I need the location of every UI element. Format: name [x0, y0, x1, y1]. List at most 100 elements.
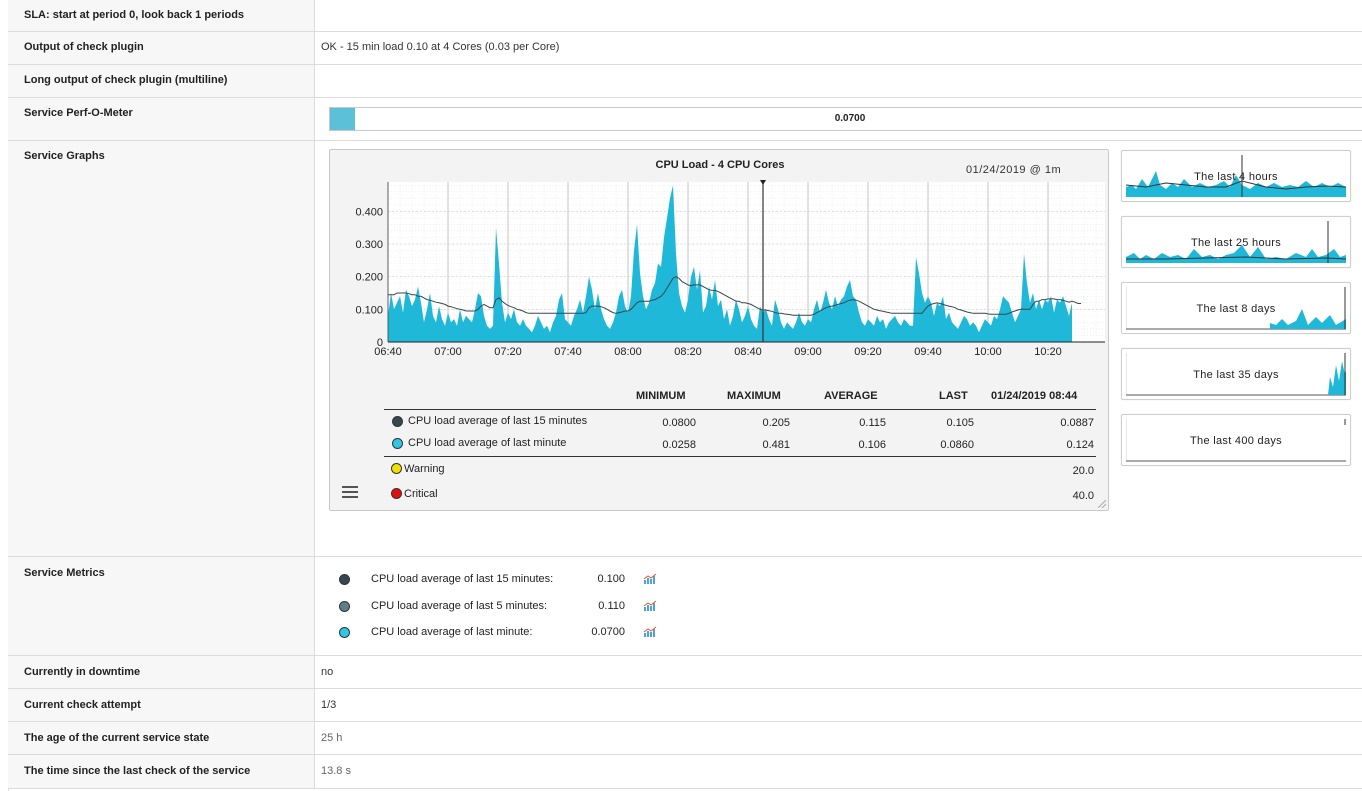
series-name: CPU load average of last minute [408, 437, 567, 449]
row-value-cell: no [314, 656, 1362, 688]
x-tick-label: 09:00 [794, 346, 822, 358]
y-tick-label: 0.300 [355, 239, 383, 251]
metric-name: CPU load average of last 5 minutes: [371, 600, 548, 612]
graph-icon[interactable] [643, 626, 657, 638]
row-value-cell: 13.8 s [314, 755, 1362, 788]
row-value-cell [314, 0, 1362, 31]
row-label: SLA: start at period 0, look back 1 peri… [24, 9, 245, 21]
row-perfometer: Service Perf-O-Meter 0.0700 [8, 98, 1362, 141]
thumbnail-last-25-hours[interactable]: The last 25 hours [1121, 216, 1351, 268]
legend-header-average: AVERAGE [824, 390, 878, 402]
graph-container[interactable]: CPU Load - 4 CPU Cores 01/24/2019 @ 1m 0… [329, 149, 1109, 511]
threshold-name: Warning [404, 463, 445, 475]
series-avg: 0.115 [859, 417, 886, 429]
legend-header-maximum: MAXIMUM [727, 390, 781, 402]
row-label: Current check attempt [24, 699, 141, 711]
row-value-cell: 1/3 [314, 689, 1362, 721]
graph-icon[interactable] [643, 600, 657, 612]
y-tick-label: 0 [377, 337, 383, 349]
thumbnail-mini-graph [1126, 419, 1346, 462]
row-check-attempt: Current check attempt 1/3 [8, 689, 1362, 722]
thumbnail-label: The last 8 days [1196, 303, 1276, 315]
row-value-cell: 25 h [314, 722, 1362, 754]
row-value: 1/3 [321, 699, 337, 711]
resize-handle-icon[interactable] [1098, 500, 1106, 508]
thumbnail-label: The last 400 days [1190, 435, 1282, 447]
thumbnail-label: The last 25 hours [1190, 237, 1282, 249]
row-label: Long output of check plugin (multiline) [24, 74, 228, 86]
graph-icon[interactable] [643, 573, 657, 585]
cpu-load-chart[interactable]: 06:40 07:00 07:20 07:40 08:00 08:20 08:40 09:00… [330, 150, 1108, 390]
series-color-swatch [392, 416, 403, 427]
series-line-15-minutes [388, 276, 1081, 316]
thumbnail-label: The last 4 hours [1194, 171, 1278, 183]
legend-row-1min: CPU load average of last minute 0.0258 0… [384, 434, 1098, 454]
series-area-last-minute [388, 185, 1072, 342]
series-max: 0.205 [762, 417, 790, 429]
x-tick-label: 07:00 [434, 346, 462, 358]
legend-header-last: LAST [939, 390, 968, 402]
row-value-cell: 0.0700 [314, 98, 1362, 140]
row-value: OK - 15 min load 0.10 at 4 Cores (0.03 p… [321, 41, 560, 53]
metric-color-swatch [339, 627, 350, 638]
threshold-name: Critical [404, 488, 438, 500]
x-tick-label: 08:20 [674, 346, 702, 358]
perfometer[interactable]: 0.0700 [329, 107, 1362, 131]
x-tick-label: 07:20 [494, 346, 522, 358]
perfometer-value: 0.0700 [834, 113, 866, 124]
row-label: Service Graphs [24, 150, 105, 162]
row-value-cell: OK - 15 min load 0.10 at 4 Cores (0.03 p… [314, 32, 1362, 64]
x-tick-label: 10:00 [974, 346, 1002, 358]
series-at-cursor: 0.124 [1066, 439, 1094, 451]
x-tick-label: 09:20 [854, 346, 882, 358]
x-tick-label: 07:40 [554, 346, 582, 358]
x-tick-label: 08:00 [614, 346, 642, 358]
row-label: The time since the last check of the ser… [24, 765, 251, 777]
thumbnail-last-8-days[interactable]: The last 8 days [1121, 282, 1351, 334]
series-last: 0.105 [946, 417, 974, 429]
thumbnail-mini-graph [1126, 221, 1346, 263]
series-name: CPU load average of last 15 minutes [408, 415, 588, 427]
series-color-swatch [392, 438, 403, 449]
thumbnail-last-35-days[interactable]: The last 35 days [1121, 348, 1351, 400]
series-min: 0.0800 [662, 417, 696, 429]
row-service-graphs: Service Graphs CPU Load - 4 CPU Cores 01… [8, 141, 1362, 557]
metric-color-swatch [339, 574, 350, 585]
legend-header-date: 01/24/2019 08:44 [991, 390, 1078, 402]
legend-header-minimum: MINIMUM [636, 390, 686, 402]
threshold-value: 40.0 [1072, 490, 1094, 502]
row-label: Output of check plugin [24, 41, 144, 53]
row-sla: SLA: start at period 0, look back 1 peri… [8, 0, 1362, 32]
thumbnail-last-400-days[interactable]: The last 400 days [1121, 414, 1351, 466]
metric-color-swatch [339, 601, 350, 612]
row-value: no [321, 666, 334, 678]
metric-value: 0.100 [597, 573, 625, 585]
row-label: Service Metrics [24, 567, 105, 579]
threshold-value: 20.0 [1072, 465, 1094, 477]
y-tick-label: 0.400 [355, 206, 383, 218]
row-value: 25 h [321, 732, 343, 744]
legend-row-warning: Warning 20.0 [384, 460, 1098, 480]
thumbnail-last-4-hours[interactable]: The last 4 hours [1121, 150, 1351, 202]
x-tick-label: 09:40 [914, 346, 942, 358]
hamburger-menu-icon[interactable] [342, 486, 358, 498]
legend-divider [384, 409, 1096, 410]
legend-row-15min: CPU load average of last 15 minutes 0.08… [384, 412, 1098, 432]
critical-swatch [391, 488, 402, 499]
series-min: 0.0258 [662, 439, 696, 451]
row-value-cell [314, 65, 1362, 97]
row-value: 13.8 s [321, 765, 351, 777]
series-last: 0.0860 [940, 439, 974, 451]
row-value-cell: CPU Load - 4 CPU Cores 01/24/2019 @ 1m 0… [314, 141, 1362, 556]
row-output: Output of check plugin OK - 15 min load … [8, 32, 1362, 65]
row-downtime: Currently in downtime no [8, 656, 1362, 689]
legend-divider [384, 456, 1096, 457]
row-service-metrics: Service Metrics CPU load average of last… [8, 557, 1362, 656]
row-long-output: Long output of check plugin (multiline) [8, 65, 1362, 98]
x-tick-label: 10:20 [1034, 346, 1062, 358]
series-max: 0.481 [762, 439, 790, 451]
row-label: The age of the current service state [24, 732, 210, 744]
warning-swatch [391, 463, 402, 474]
x-tick-label: 08:40 [734, 346, 762, 358]
